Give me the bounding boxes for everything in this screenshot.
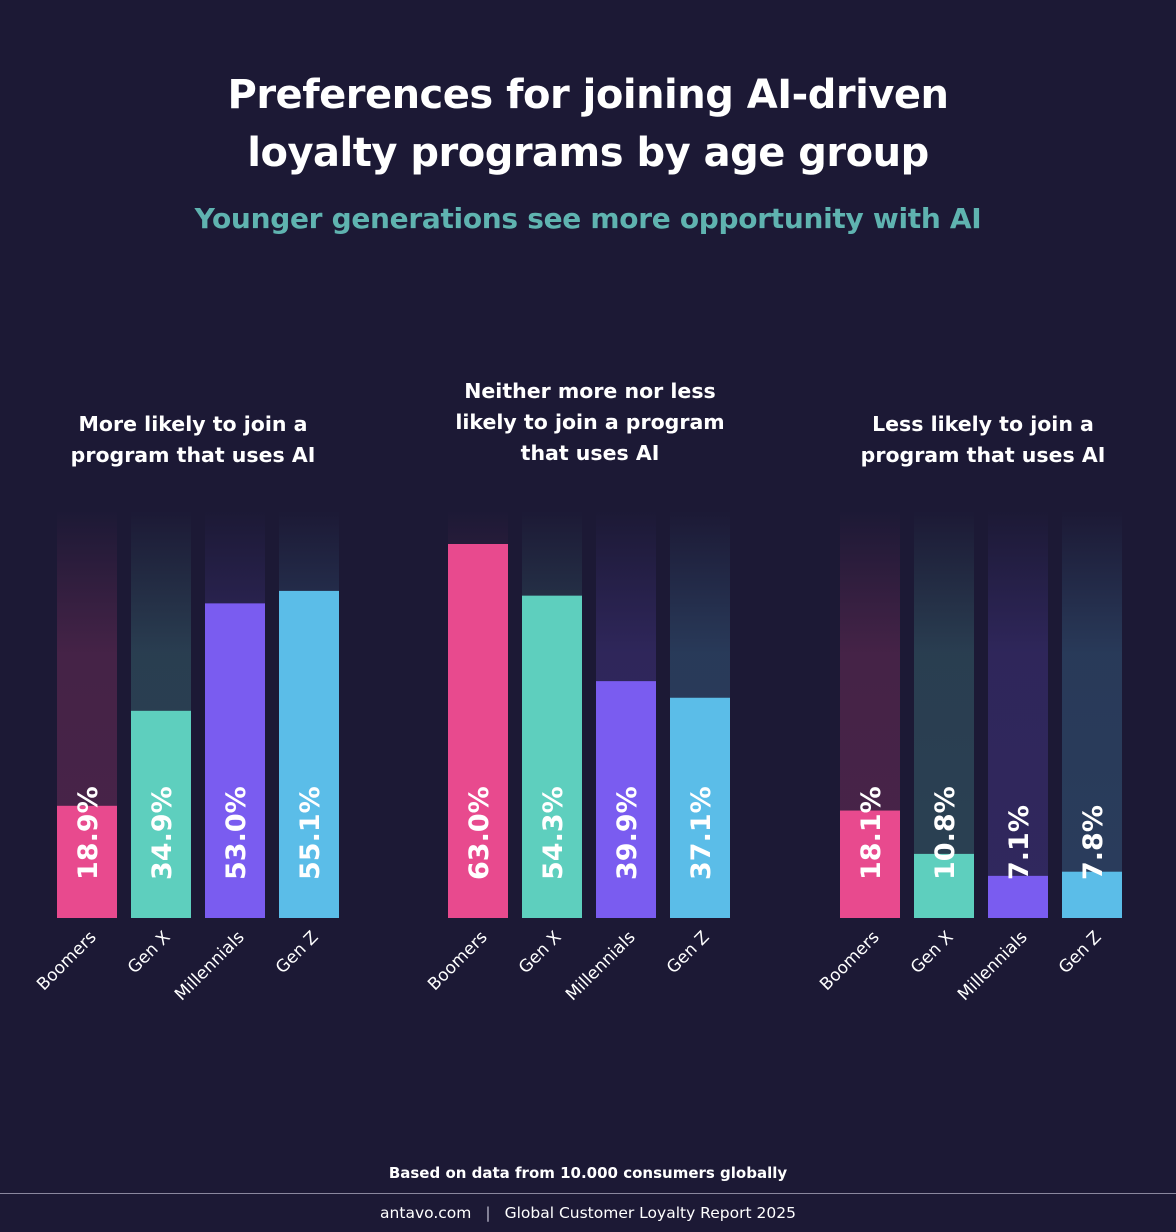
data-label-millennials: 39.9% xyxy=(612,786,643,880)
x-tick-label-gen-z: Gen Z xyxy=(1055,927,1106,978)
panel-title-line: More likely to join a xyxy=(78,412,308,436)
x-tick-label-gen-x: Gen X xyxy=(515,927,566,978)
footer-note: Based on data from 10.000 consumers glob… xyxy=(388,1164,788,1182)
bar-boomers[interactable] xyxy=(57,805,117,918)
x-tick-label-boomers: Boomers xyxy=(33,927,101,995)
bar-millennials[interactable] xyxy=(988,875,1048,918)
bar-millennials[interactable] xyxy=(205,603,265,918)
bar-track-gen-z xyxy=(1062,510,1122,918)
x-tick-label-millennials: Millennials xyxy=(954,927,1032,1005)
footer-separator: | xyxy=(485,1204,491,1222)
panel-title-more-likely: More likely to join a program that uses … xyxy=(33,409,353,471)
bar-gen-x[interactable] xyxy=(131,710,191,918)
panel-title-line: Less likely to join a xyxy=(872,412,1094,436)
x-tick-label-gen-z: Gen Z xyxy=(663,927,714,978)
data-label-boomers: 63.0% xyxy=(464,786,495,880)
bar-gen-z[interactable] xyxy=(1062,871,1122,918)
x-tick-label-gen-x: Gen X xyxy=(124,927,175,978)
panel-title-line: likely to join a program xyxy=(455,410,725,434)
x-tick-label-gen-x: Gen X xyxy=(907,927,958,978)
data-label-millennials: 7.1% xyxy=(1004,805,1035,880)
chart-title: Preferences for joining AI-driven loyalt… xyxy=(0,66,1176,182)
data-label-gen-x: 34.9% xyxy=(147,786,178,880)
x-tick-label-millennials: Millennials xyxy=(171,927,249,1005)
bar-gen-x[interactable] xyxy=(522,595,582,918)
panel-title-neither: Neither more nor less likely to join a p… xyxy=(430,376,750,469)
x-tick-label-gen-z: Gen Z xyxy=(272,927,323,978)
data-label-gen-z: 55.1% xyxy=(295,786,326,880)
data-label-gen-x: 54.3% xyxy=(538,786,569,880)
x-tick-label-millennials: Millennials xyxy=(562,927,640,1005)
panel-title-line: Neither more nor less xyxy=(464,379,716,403)
data-label-gen-z: 7.8% xyxy=(1078,805,1109,880)
data-label-gen-z: 37.1% xyxy=(686,786,717,880)
bar-gen-z[interactable] xyxy=(279,590,339,918)
panel-title-less-likely: Less likely to join a program that uses … xyxy=(823,409,1143,471)
panel-title-line: program that uses AI xyxy=(860,443,1106,467)
chart-title-line-2: loyalty programs by age group xyxy=(247,130,929,176)
bar-gen-x[interactable] xyxy=(914,853,974,918)
x-tick-label-boomers: Boomers xyxy=(816,927,884,995)
data-label-millennials: 53.0% xyxy=(221,786,252,880)
footer-divider xyxy=(0,1193,1176,1194)
data-label-boomers: 18.9% xyxy=(73,786,104,880)
data-label-gen-x: 10.8% xyxy=(930,786,961,880)
bar-gen-z[interactable] xyxy=(670,697,730,918)
bar-millennials[interactable] xyxy=(596,681,656,918)
footer-report: Global Customer Loyalty Report 2025 xyxy=(504,1204,796,1222)
bar-boomers[interactable] xyxy=(840,810,900,918)
panel-title-line: that uses AI xyxy=(520,441,660,465)
bar-boomers[interactable] xyxy=(448,544,508,918)
bar-track-gen-x xyxy=(914,510,974,918)
panel-title-line: program that uses AI xyxy=(70,443,316,467)
bar-track-millennials xyxy=(988,510,1048,918)
footer-site[interactable]: antavo.com xyxy=(380,1204,472,1222)
footer: antavo.com | Global Customer Loyalty Repor… xyxy=(0,1204,1176,1222)
x-tick-label-boomers: Boomers xyxy=(424,927,492,995)
chart-subtitle: Younger generations see more opportunity… xyxy=(194,202,982,235)
chart-title-line-1: Preferences for joining AI-driven xyxy=(227,72,949,118)
data-label-boomers: 18.1% xyxy=(856,786,887,880)
